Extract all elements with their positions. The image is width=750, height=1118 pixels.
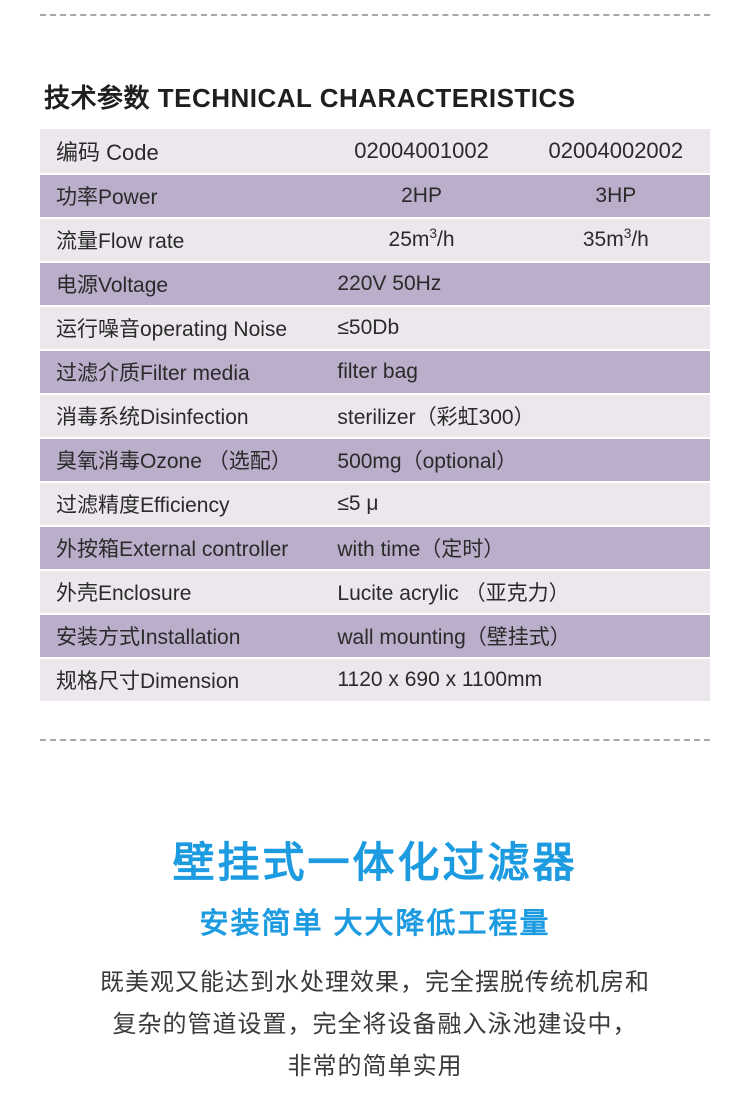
row-value: sterilizer（彩虹300）: [321, 394, 710, 438]
promo-body-line1: 既美观又能达到水处理效果，完全摆脱传统机房和: [100, 969, 650, 996]
divider-mid: [40, 739, 710, 741]
promo-subtitle: 安装简单 大大降低工程量: [40, 900, 710, 942]
row-label: 外按箱External controller: [40, 526, 321, 570]
row-value: 500mg（optional）: [321, 438, 710, 482]
row-label: 电源Voltage: [40, 262, 321, 306]
table-row: 过滤介质Filter mediafilter bag: [40, 350, 710, 394]
promo-body-line3: 非常的简单实用: [288, 1053, 463, 1080]
row-value-1: 2HP: [321, 174, 515, 218]
row-label: 流量Flow rate: [40, 218, 321, 262]
table-row: 外壳EnclosureLucite acrylic （亚克力）: [40, 570, 710, 614]
row-label: 安装方式Installation: [40, 614, 321, 658]
row-label: 过滤介质Filter media: [40, 350, 321, 394]
table-row: 流量Flow rate25m3/h35m3/h: [40, 218, 710, 262]
row-label: 外壳Enclosure: [40, 570, 321, 614]
row-value-2: 3HP: [516, 174, 710, 218]
table-row: 电源Voltage220V 50Hz: [40, 262, 710, 306]
promo-body: 既美观又能达到水处理效果，完全摆脱传统机房和 复杂的管道设置，完全将设备融入泳池…: [40, 962, 710, 1088]
table-row: 功率Power2HP3HP: [40, 174, 710, 218]
row-value: Lucite acrylic （亚克力）: [321, 570, 710, 614]
row-value: ≤5 μ: [321, 482, 710, 526]
row-label: 臭氧消毒Ozone （选配）: [40, 438, 321, 482]
row-label: 过滤精度Efficiency: [40, 482, 321, 526]
spec-table: 编码 Code0200400100202004002002功率Power2HP3…: [40, 129, 710, 703]
table-row: 过滤精度Efficiency≤5 μ: [40, 482, 710, 526]
row-value: 220V 50Hz: [321, 262, 710, 306]
divider-top: [40, 14, 710, 16]
row-value-2: 02004002002: [516, 129, 710, 174]
table-row: 规格尺寸Dimension1120 x 690 x 1100mm: [40, 658, 710, 702]
table-row: 安装方式Installationwall mounting（壁挂式）: [40, 614, 710, 658]
row-value: with time（定时）: [321, 526, 710, 570]
row-value-1: 02004001002: [321, 129, 515, 174]
row-value: wall mounting（壁挂式）: [321, 614, 710, 658]
table-row: 外按箱External controllerwith time（定时）: [40, 526, 710, 570]
row-value-1: 25m3/h: [321, 218, 515, 262]
row-value: filter bag: [321, 350, 710, 394]
row-label: 规格尺寸Dimension: [40, 658, 321, 702]
row-label: 消毒系统Disinfection: [40, 394, 321, 438]
row-value: ≤50Db: [321, 306, 710, 350]
row-label: 运行噪音operating Noise: [40, 306, 321, 350]
table-row: 消毒系统Disinfectionsterilizer（彩虹300）: [40, 394, 710, 438]
row-value: 1120 x 690 x 1100mm: [321, 658, 710, 702]
promo-title: 壁挂式一体化过滤器: [40, 829, 710, 890]
table-row: 运行噪音operating Noise≤50Db: [40, 306, 710, 350]
table-row: 臭氧消毒Ozone （选配）500mg（optional）: [40, 438, 710, 482]
row-value-2: 35m3/h: [516, 218, 710, 262]
row-label: 功率Power: [40, 174, 321, 218]
promo-body-line2: 复杂的管道设置，完全将设备融入泳池建设中，: [113, 1011, 638, 1038]
row-label: 编码 Code: [40, 129, 321, 174]
section-title: 技术参数 TECHNICAL CHARACTERISTICS: [44, 78, 710, 115]
table-row: 编码 Code0200400100202004002002: [40, 129, 710, 174]
